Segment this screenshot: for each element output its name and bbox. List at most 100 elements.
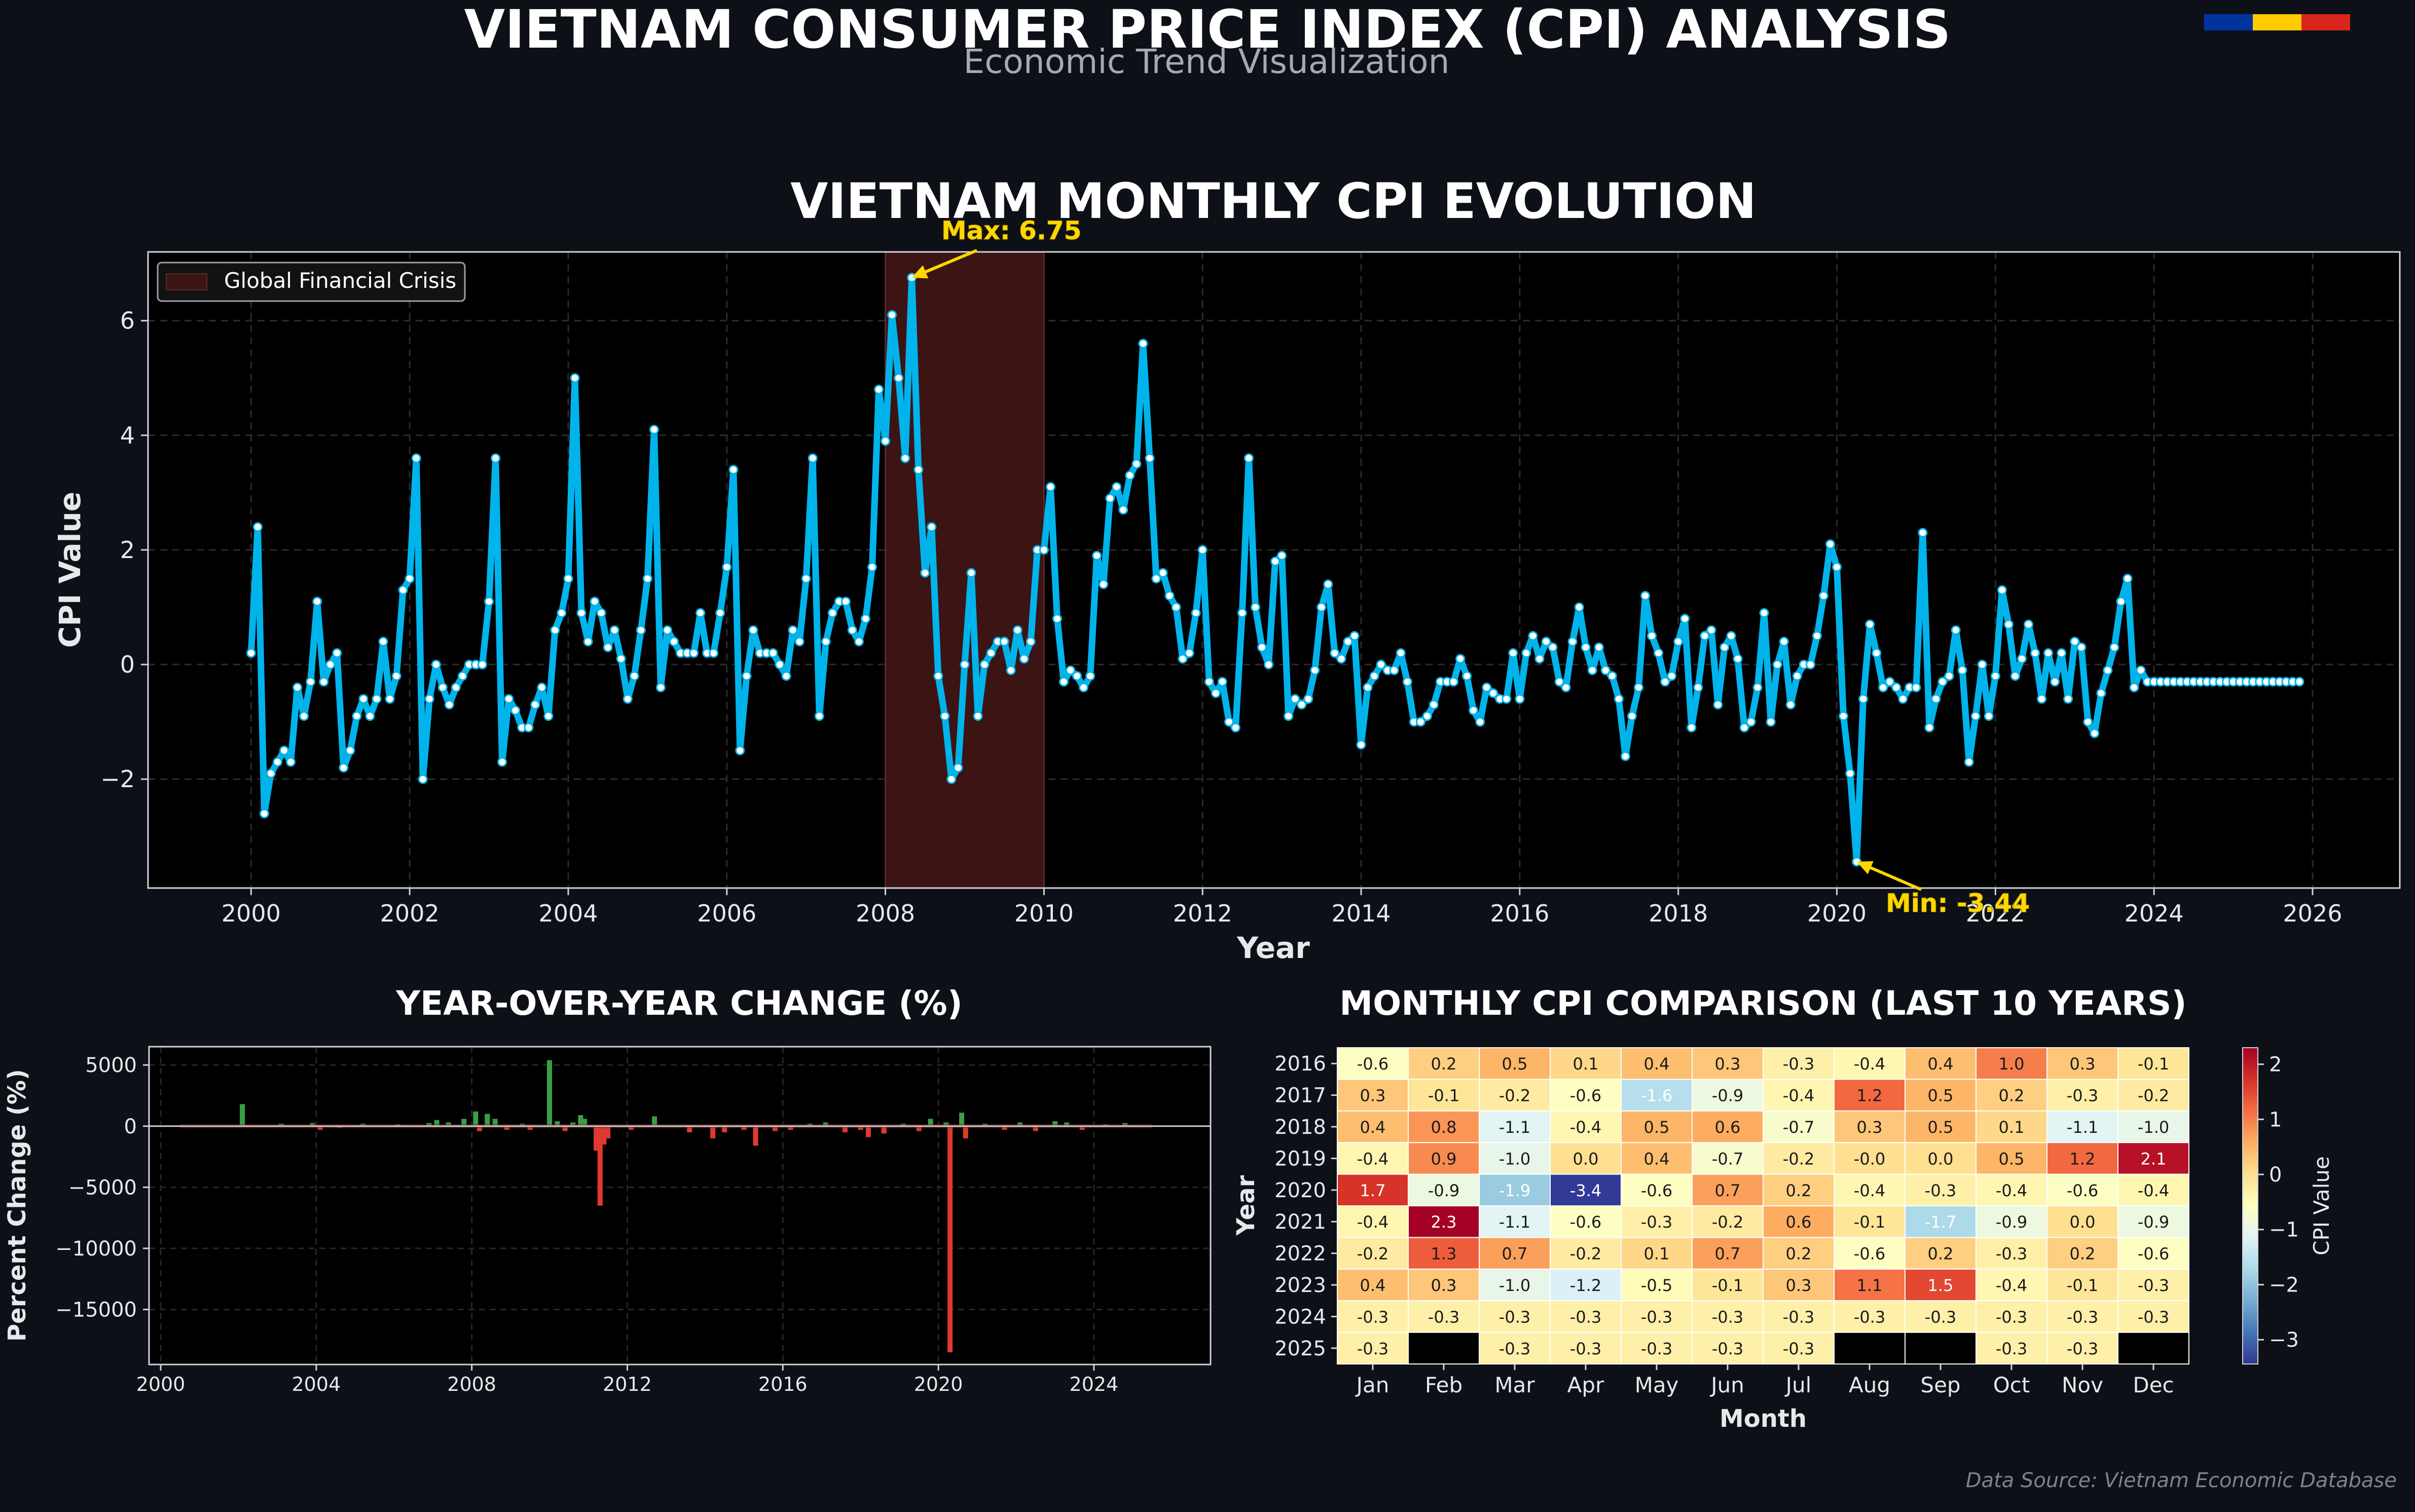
- heatmap-title: MONTHLY CPI COMPARISON (LAST 10 YEARS): [1339, 984, 2186, 1023]
- cpi-data-point: [537, 682, 547, 692]
- monthly-chart-title: VIETNAM MONTHLY CPI EVOLUTION: [790, 173, 1757, 230]
- flag-stripe-blue: [2204, 14, 2253, 30]
- heatmap-cell-label: -1.0: [2138, 1118, 2169, 1137]
- heatmap-cell: [1479, 1079, 1551, 1112]
- heatmap-cell: [1408, 1237, 1480, 1270]
- monthly-heatmap: MONTHLY CPI COMPARISON (LAST 10 YEARS) -…: [1232, 984, 2334, 1433]
- heatmap-cell-label: -0.5: [1641, 1276, 1672, 1295]
- yoy-bar: [947, 1126, 953, 1352]
- legend-label-crisis: Global Financial Crisis: [224, 268, 456, 293]
- heatmap-cell: [1479, 1300, 1551, 1333]
- heatmap-cell-label: 0.7: [1715, 1181, 1741, 1200]
- yoy-bar: [843, 1126, 848, 1132]
- cpi-data-point: [1726, 631, 1736, 641]
- heatmap-cell: [1621, 1079, 1693, 1112]
- heatmap-year-label: 2018: [1274, 1116, 1326, 1139]
- cpi-data-point: [1323, 579, 1333, 589]
- cpi-data-point: [854, 637, 864, 647]
- heatmap-cell-label: 0.3: [1857, 1118, 1883, 1137]
- page-subtitle: Economic Trend Visualization: [964, 42, 1450, 81]
- yoy-bar: [240, 1104, 245, 1126]
- cpi-data-point: [1363, 682, 1373, 692]
- heatmap-cell-label: 0.4: [1360, 1118, 1386, 1137]
- cpi-data-point: [1713, 699, 1723, 710]
- cpi-data-point: [1402, 677, 1412, 687]
- cpi-data-point: [1858, 694, 1869, 704]
- cpi-data-point: [709, 648, 719, 658]
- cpi-data-point: [1284, 711, 1294, 721]
- colorbar-gradient: [2242, 1047, 2258, 1365]
- heatmap-cell-label: -1.9: [1499, 1181, 1530, 1200]
- heatmap-cell-label: -0.4: [1996, 1276, 2027, 1295]
- cpi-data-point: [1640, 591, 1650, 601]
- heatmap-cell: [1763, 1205, 1835, 1238]
- heatmap-cell: [2046, 1332, 2118, 1365]
- cpi-data-point: [1977, 659, 1987, 670]
- legend-box: [157, 262, 466, 302]
- cpi-data-point: [1607, 671, 1617, 681]
- heatmap-cell: [1763, 1047, 1835, 1080]
- cpi-data-point: [1924, 722, 1934, 732]
- heatmap-cell-label: -0.7: [1712, 1149, 1743, 1168]
- cpi-data-point: [2050, 677, 2060, 687]
- cpi-data-point: [1138, 339, 1148, 349]
- heatmap-cell-label: -0.2: [1499, 1086, 1530, 1105]
- cpi-data-point: [1548, 642, 1558, 652]
- heatmap-cell-label: -0.4: [1357, 1149, 1388, 1168]
- heatmap-cell-label: -0.3: [1641, 1339, 1672, 1358]
- cpi-data-point: [1693, 682, 1703, 692]
- heatmap-cell: [2117, 1268, 2189, 1302]
- heatmap-cell-label: -0.3: [1499, 1339, 1530, 1358]
- cpi-data-point: [497, 757, 507, 767]
- heatmap-cell-label: 0.4: [1644, 1149, 1670, 1168]
- heatmap-cell: [1834, 1173, 1906, 1207]
- heatmap-cell: [2117, 1047, 2189, 1080]
- yoy-x-tick-label: 2004: [291, 1373, 341, 1395]
- colorbar-tick-label: 1: [2269, 1108, 2282, 1131]
- cpi-data-point: [894, 373, 904, 383]
- cpi-data-point: [609, 625, 619, 635]
- yoy-bar: [1052, 1121, 1058, 1126]
- heatmap-cell: [1905, 1237, 1977, 1270]
- cpi-data-point: [530, 699, 540, 710]
- cpi-data-point: [259, 808, 269, 819]
- cpi-data-point: [1184, 648, 1194, 658]
- heatmap-cell-label: 0.0: [1573, 1149, 1599, 1168]
- cpi-data-point: [1396, 648, 1406, 658]
- cpi-data-point: [1839, 711, 1848, 721]
- monthly-x-tick-label: 2022: [1966, 900, 2025, 927]
- cpi-data-point: [576, 608, 587, 618]
- heatmap-cell: [1337, 1205, 1409, 1238]
- monthly-x-tick-label: 2016: [1490, 900, 1549, 927]
- yoy-bar: [710, 1126, 716, 1138]
- heatmap-cell-label: -0.3: [2138, 1307, 2169, 1326]
- yoy-y-tick-label: −5000: [68, 1176, 137, 1199]
- cpi-data-point: [1145, 453, 1155, 463]
- cpi-data-point: [1891, 682, 1901, 692]
- heatmap-cell-label: -0.4: [1854, 1054, 1885, 1074]
- heatmap-cell: [1408, 1110, 1480, 1144]
- heatmap-cell-label: 0.5: [1999, 1149, 2025, 1168]
- cpi-data-point: [398, 585, 408, 595]
- cpi-data-point: [1534, 654, 1545, 664]
- cpi-data-point: [279, 746, 289, 756]
- cpi-data-point: [332, 648, 342, 658]
- cpi-data-point: [663, 625, 672, 635]
- heatmap-cell: [1408, 1300, 1480, 1333]
- cpi-data-point: [1422, 711, 1432, 721]
- heatmap-cell: [1621, 1110, 1693, 1144]
- cpi-data-point: [1105, 493, 1115, 503]
- colorbar-label: CPI Value: [2309, 1156, 2334, 1256]
- heatmap-cell-label: 0.3: [1431, 1276, 1457, 1295]
- heatmap-cell-label: 0.3: [1715, 1054, 1741, 1074]
- cpi-data-point: [1785, 699, 1796, 710]
- heatmap-cell: [1550, 1173, 1622, 1207]
- cpi-data-point: [2057, 648, 2067, 658]
- cpi-data-point: [1990, 671, 2000, 681]
- cpi-data-point: [391, 671, 401, 681]
- monthly-x-tick-label: 2018: [1649, 900, 1708, 927]
- yoy-bar: [477, 1126, 482, 1131]
- cpi-data-point: [960, 659, 970, 670]
- monthly-x-tick-label: 2008: [856, 900, 915, 927]
- heatmap-cell: [1975, 1300, 2047, 1333]
